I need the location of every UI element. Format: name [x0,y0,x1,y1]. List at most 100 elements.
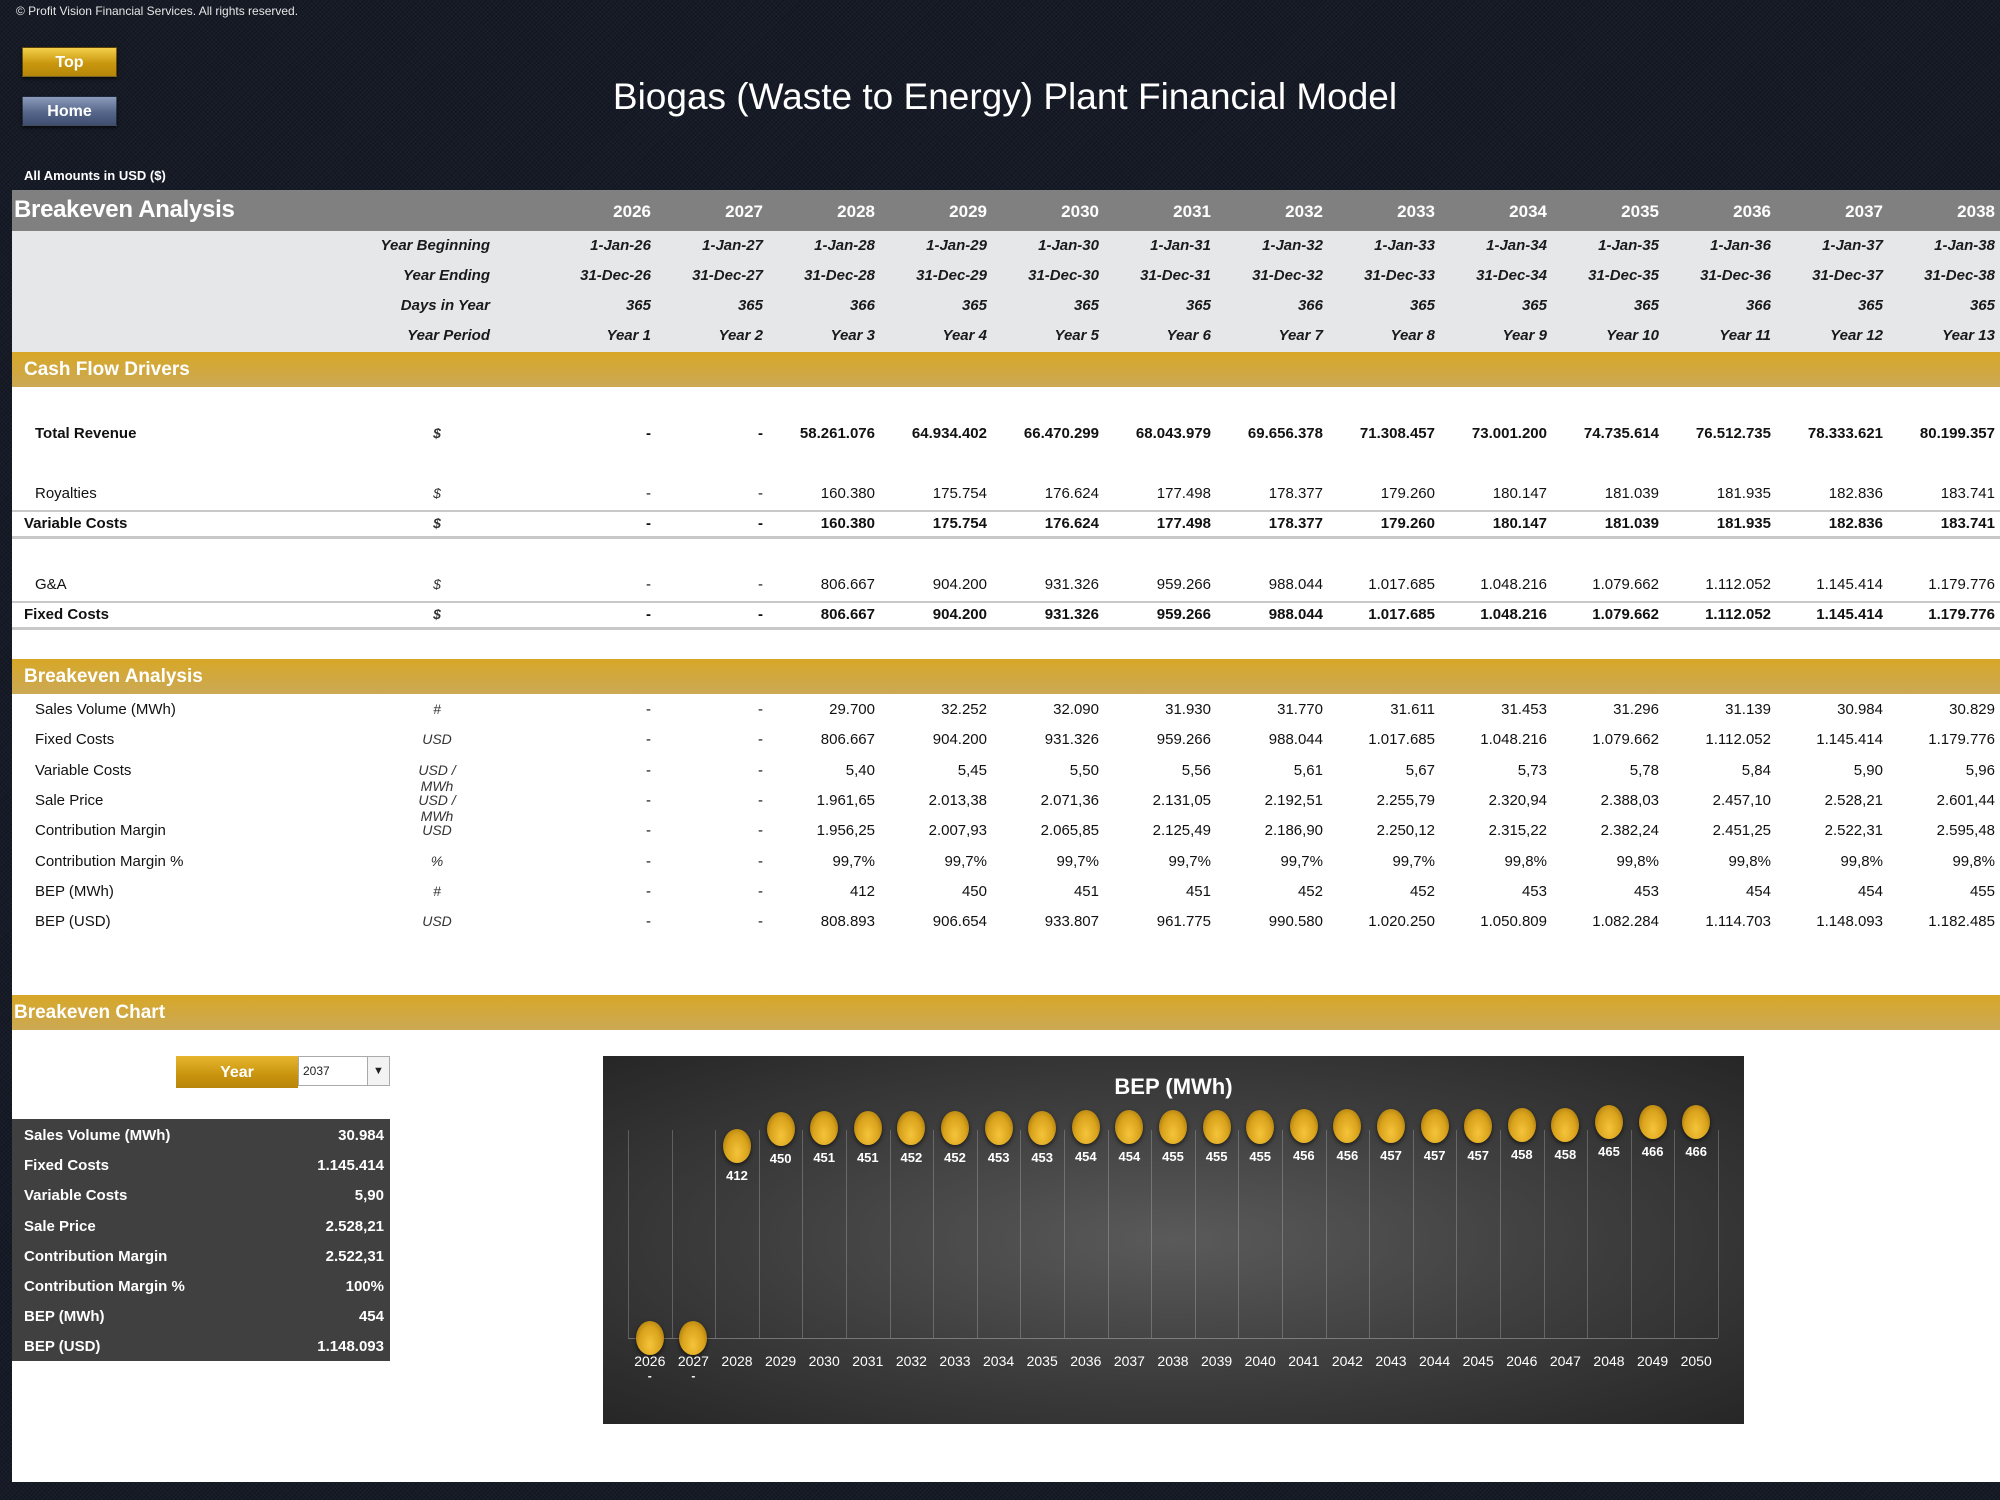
timeline-cell-begin: 1-Jan-29 [926,237,987,254]
timeline-cell-days: 365 [961,297,987,314]
row-cell: 175.754 [932,485,987,502]
summary-row: BEP (MWh) 454 [12,1302,390,1332]
row-cell: 1.114.703 [1705,913,1771,931]
row-cell: 99,7% [1280,852,1323,870]
timeline-cell-begin: 1-Jan-33 [1374,237,1435,254]
row-cell: - [758,731,763,749]
divider [12,627,2000,630]
grid-line [1194,1130,1196,1338]
x-axis-tick-label: 2050 [1680,1353,1712,1369]
data-label: 465 [1598,1144,1620,1160]
grid-line [1107,1130,1109,1338]
year-column-header: 2035 [1621,202,1659,221]
grid-line [1064,1130,1065,1338]
data-label: 466 [1685,1143,1708,1159]
row-cell: 179.260 [1380,485,1435,502]
x-axis-tick-label: 2044 [1419,1353,1451,1369]
timeline-cell-end: 31-Dec-33 [1364,267,1435,284]
year-column-header: 2026 [613,202,651,221]
data-point-marker [1115,1110,1144,1145]
summary-label: Sales Volume (MWh) [24,1127,171,1144]
timeline-block: Year Beginning 1-Jan-26 1-Jan-27 1-Jan-28 1-… [12,231,2000,352]
row-cell: 183.741 [1940,485,1995,502]
data-point-marker [1333,1109,1362,1144]
year-dropdown[interactable]: 2037 ▼ [298,1056,390,1086]
grid-line [1456,1130,1458,1338]
summary-label: Sale Price [24,1217,96,1235]
row-cell: 1.017.685 [1368,606,1435,623]
timeline-cell-days: 366 [1297,297,1323,314]
row-cell: 988.044 [1268,606,1323,623]
year-dropdown-value: 2037 [303,1064,330,1078]
row-cell: 2.382,24 [1600,822,1659,840]
row-cell: 2.388,03 [1600,791,1659,809]
row-cell: 68.043.979 [1135,425,1211,442]
year-button[interactable]: Year [176,1056,298,1088]
year-column-header: 2031 [1173,202,1211,221]
timeline-cell-begin: 1-Jan-34 [1486,237,1547,254]
data-point-marker [1246,1109,1275,1144]
row-label: Variable Costs [35,761,132,779]
row-cell: 5,73 [1517,761,1547,779]
row-cell: 5,96 [1965,761,1995,779]
x-axis-tick-label: 2028 [721,1353,753,1369]
row-unit: USD / MWh [418,791,456,824]
row-cell: 1.145.414 [1816,606,1883,623]
home-button[interactable]: Home [22,96,117,126]
row-cell: 959.266 [1156,731,1211,749]
row-label: Sales Volume (MWh) [35,701,176,718]
data-label: 456 [1292,1148,1315,1164]
row-cell: 450 [961,882,987,900]
row-cell: - [758,882,763,900]
chevron-down-icon[interactable]: ▼ [367,1057,389,1085]
row-unit: USD [422,822,452,839]
row-cell: 177.498 [1156,515,1211,532]
timeline-cell-period: Year 7 [1278,327,1323,344]
timeline-cell-period: Year 9 [1502,327,1547,344]
row-cell: 904.200 [932,606,987,623]
row-unit: USD [422,731,452,748]
data-label: 451 [856,1150,879,1166]
section-title: Breakeven Chart [14,1002,166,1023]
row-cell: - [758,576,763,593]
row-cell: - [646,731,651,749]
x-axis-tick-label: 2045 [1462,1353,1494,1369]
row-cell: 178.377 [1268,515,1323,532]
row-cell: 1.961,65 [816,791,875,809]
summary-value: 100% [345,1278,384,1295]
timeline-cell-begin: 1-Jan-38 [1934,237,1995,254]
year-column-header: 2030 [1061,202,1099,221]
row-cell: 180.147 [1492,485,1547,502]
data-label: - [647,1369,652,1383]
row-cell: 99,7% [944,852,987,870]
row-cell: 2.255,79 [1376,791,1435,809]
row-cell: - [646,606,651,623]
timeline-cell-days: 365 [1521,297,1547,314]
data-point-marker [679,1321,708,1355]
row-cell: 2.315,22 [1488,822,1547,840]
row-cell: - [646,913,651,931]
row-cell: 1.020.250 [1368,913,1435,931]
data-label: - [691,1369,696,1383]
timeline-cell-end: 31-Dec-32 [1252,267,1323,284]
row-cell: - [758,515,763,532]
timeline-cell-period: Year 13 [1942,327,1995,344]
grid-line [1412,1130,1414,1338]
row-cell: 452 [1297,882,1323,900]
summary-label: BEP (USD) [24,1338,101,1356]
row-cell: 451 [1073,882,1099,900]
row-label: G&A [35,576,67,593]
timeline-cell-begin: 1-Jan-32 [1262,237,1323,254]
timeline-cell-end: 31-Dec-35 [1588,267,1659,284]
row-cell: 1.145.414 [1816,731,1883,749]
grid-line [1238,1130,1240,1338]
row-cell: 2.013,38 [928,791,987,809]
row-cell: 99,7% [1168,852,1211,870]
row-breakeven: Contribution Margin USD - - 1.956,25 2.007,93… [12,819,2000,843]
timeline-cell-end: 31-Dec-36 [1700,267,1771,284]
row-label: Fixed Costs [35,731,115,749]
row-cell: 931.326 [1044,731,1099,749]
row-cell: 1.048.216 [1480,731,1547,749]
grid-line [1325,1130,1327,1338]
top-button[interactable]: Top [22,47,117,77]
